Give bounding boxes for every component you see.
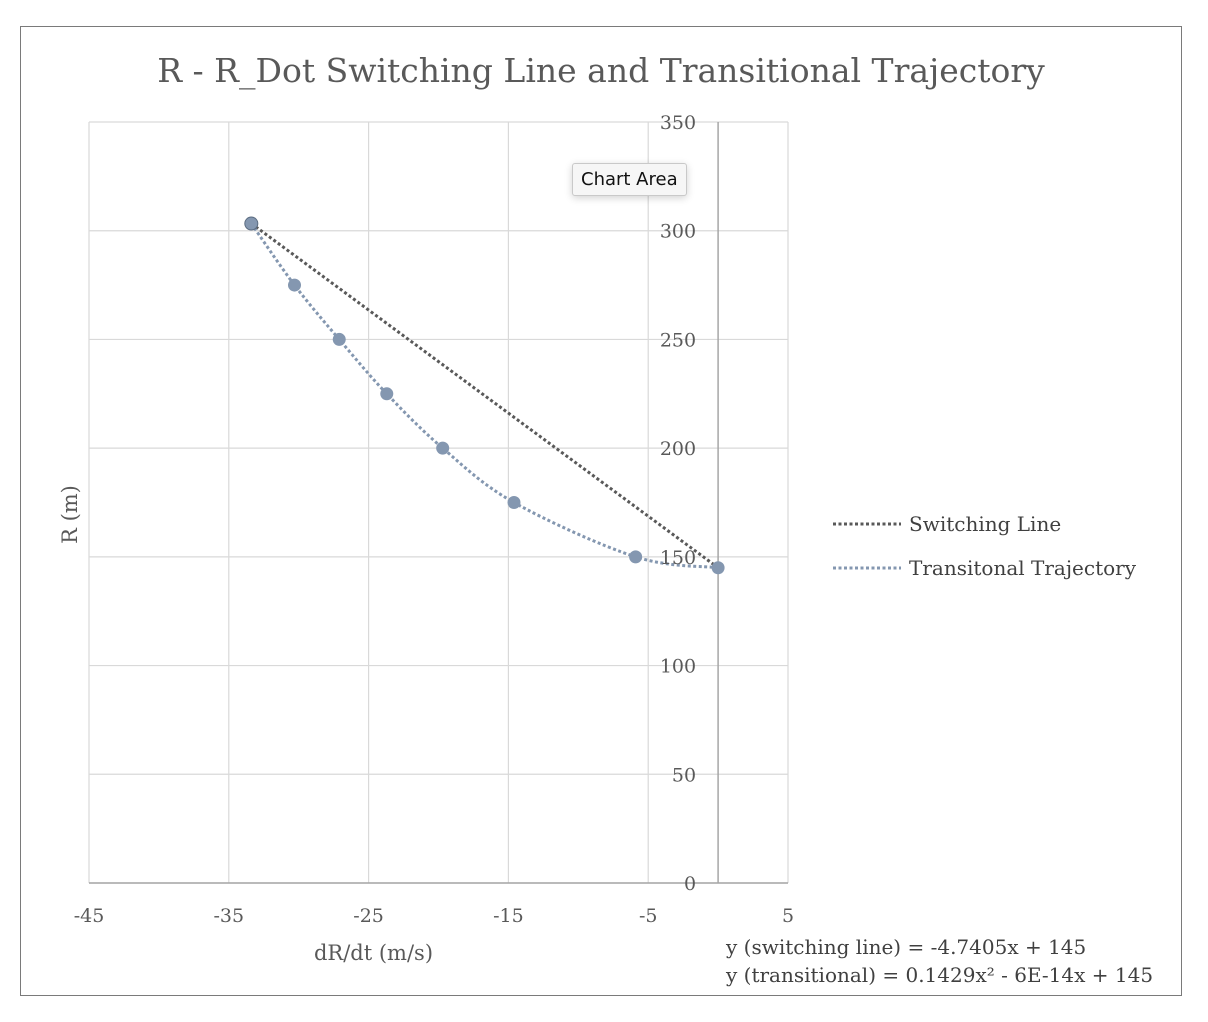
y-tick-label: 250 (660, 329, 696, 351)
x-tick-label: 5 (782, 905, 794, 927)
chart-title: R - R_Dot Switching Line and Transitiona… (157, 51, 1045, 91)
transitional-trajectory-point[interactable] (711, 561, 725, 575)
y-tick-label: 100 (660, 656, 696, 678)
y-tick-label: 150 (660, 547, 696, 569)
transitional-trajectory-point[interactable] (507, 496, 521, 509)
transitional-trajectory-point[interactable] (380, 387, 394, 401)
chart-svg: R - R_Dot Switching Line and Transitiona… (58, 51, 1153, 987)
y-tick-label: 0 (684, 873, 696, 895)
legend-label: Switching Line (909, 512, 1061, 536)
legend-label: Transitonal Trajectory (909, 556, 1137, 580)
y-axis-label: R (m) (58, 485, 82, 544)
y-tick-label: 350 (660, 112, 696, 134)
y-tick-label: 300 (660, 221, 696, 243)
x-tick-label: -15 (493, 905, 524, 927)
legend[interactable]: Switching Line Transitonal Trajectory (833, 512, 1137, 580)
series-layer (244, 216, 725, 575)
y-tick-label: 50 (672, 764, 696, 786)
chart-area-tooltip: Chart Area (572, 163, 687, 196)
x-tick-label: -25 (353, 905, 384, 927)
transitional-trajectory-point[interactable] (244, 216, 259, 231)
x-tick-label: -35 (213, 905, 244, 927)
x-tick-label: -5 (639, 905, 658, 927)
transitional-equation: y (transitional) = 0.1429x² - 6E-14x + 1… (725, 963, 1153, 987)
y-tick-label: 200 (660, 438, 696, 460)
x-axis-label: dR/dt (m/s) (314, 941, 433, 965)
transitional-trajectory-point[interactable] (288, 278, 302, 292)
legend-entry[interactable]: Switching Line (833, 512, 1061, 536)
plot-background (89, 122, 788, 883)
x-tick-label: -45 (74, 905, 105, 927)
axes (89, 122, 788, 884)
transitional-trajectory-point[interactable] (629, 550, 643, 564)
transitional-trajectory-point[interactable] (332, 332, 346, 346)
switching-line-equation: y (switching line) = -4.7405x + 145 (725, 935, 1086, 959)
transitional-trajectory-point[interactable] (436, 441, 450, 455)
legend-entry[interactable]: Transitonal Trajectory (833, 556, 1137, 580)
plot-area[interactable] (88, 121, 789, 884)
chart-area[interactable]: R - R_Dot Switching Line and Transitiona… (20, 26, 1182, 996)
